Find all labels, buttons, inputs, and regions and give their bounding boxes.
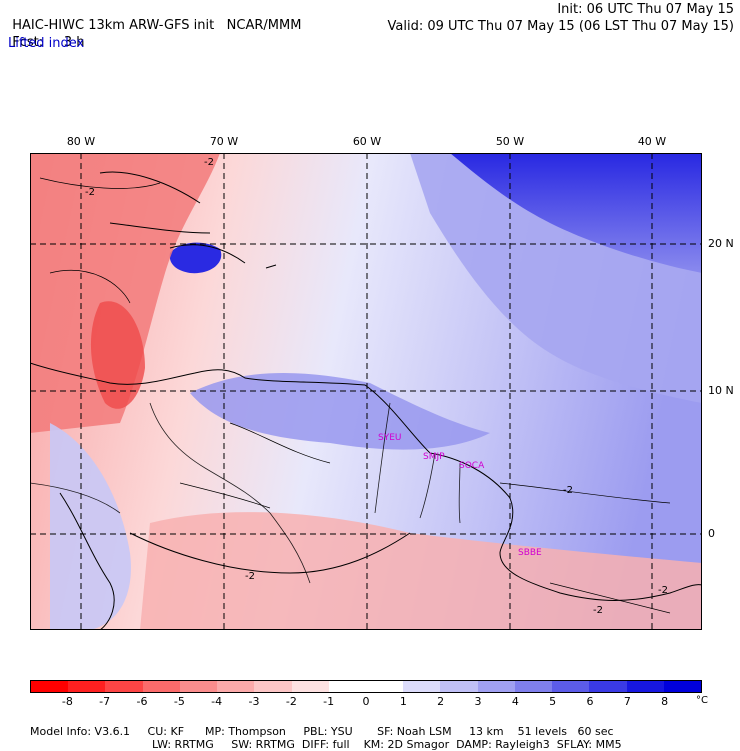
valid-time: Valid: 09 UTC Thu 07 May 15 (06 LST Thu … <box>387 19 735 34</box>
org-text: NCAR/MMM <box>226 18 302 33</box>
lat-lon-grid <box>30 153 702 630</box>
init-time: Init: 06 UTC Thu 07 May 15 <box>557 2 734 17</box>
map-frame <box>30 153 702 630</box>
colorbar-label: 7 <box>623 695 631 708</box>
colorbar-label: 1 <box>399 695 407 708</box>
station-label: SMJP <box>423 452 445 462</box>
unstable-region <box>30 153 220 433</box>
station-label: SYEU <box>378 433 401 443</box>
colorbar-cell <box>105 681 143 692</box>
contour-label: -2 <box>245 571 255 582</box>
colorbar-cell <box>477 681 515 692</box>
model-info-item: 60 sec <box>577 725 614 738</box>
forecast-hour: Fcst: 3 h <box>4 19 84 51</box>
colorbar-cell <box>403 681 441 692</box>
colorbar-cell <box>68 681 106 692</box>
colorbar-label: 4 <box>511 695 519 708</box>
borders <box>30 402 461 584</box>
fcst-label: Fcst: <box>12 35 44 50</box>
colorbar-cell <box>254 681 292 692</box>
colorbar-cell <box>31 681 69 692</box>
model-info-item: SF: Noah LSM <box>377 725 452 738</box>
colorbar-label: -1 <box>323 695 335 708</box>
station-group: SYEU SMJP SOCA SBBE <box>378 433 542 558</box>
model-info-item: 13 km <box>469 725 504 738</box>
colorbar-label: -8 <box>61 695 73 708</box>
contour-label: -2 <box>85 187 95 198</box>
lat-label: 10 N <box>708 384 734 397</box>
model-info-item: PBL: YSU <box>303 725 353 738</box>
unstable-south <box>140 512 702 630</box>
colorbar-label: 5 <box>549 695 557 708</box>
colorbar-cell <box>365 681 404 692</box>
colorbar-label: 8 <box>661 695 669 708</box>
contour-lines <box>39 177 671 614</box>
contour-label: -2 <box>593 605 603 616</box>
colorbar-cell <box>514 681 553 692</box>
colorbar-label: 3 <box>474 695 482 708</box>
lon-label: 80 W <box>66 135 96 148</box>
stable-core <box>450 153 702 273</box>
stable-band <box>190 373 490 450</box>
lifted-index-map: -2 -2 -2 -2 -2 -2 SYEU SMJP SOCA SBBE <box>30 153 702 630</box>
colorbar-cell <box>589 681 627 692</box>
coastlines <box>30 171 702 630</box>
colorbar-cell <box>663 681 701 692</box>
field-name: Lifted index <box>8 36 85 51</box>
lat-label: 0 <box>708 527 715 540</box>
model-title-text: HAIC-HIWC 13km ARW-GFS init <box>12 18 215 33</box>
colorbar-label: -2 <box>285 695 297 708</box>
station-label: SOCA <box>459 461 485 471</box>
contour-label: -2 <box>563 485 573 496</box>
model-info-item: 51 levels <box>517 725 568 738</box>
colorbar-label: -6 <box>136 695 148 708</box>
fcst-value: 3 h <box>63 35 85 50</box>
model-title: HAIC-HIWC 13km ARW-GFS init NCAR/MMM <box>4 2 301 34</box>
colorbar-cell <box>217 681 255 692</box>
lon-label: 50 W <box>495 135 525 148</box>
colorbar-label: -5 <box>173 695 185 708</box>
lon-label: 60 W <box>352 135 382 148</box>
colorbar-cell <box>440 681 478 692</box>
colorbar-label: -3 <box>248 695 260 708</box>
lon-label: 40 W <box>637 135 667 148</box>
model-info-item: CU: KF <box>147 725 185 738</box>
colorbar-cell <box>179 681 218 692</box>
interior-patch <box>50 423 131 630</box>
lat-label: 20 N <box>708 237 734 250</box>
model-info-line2: LW: RRTMG SW: RRTMG DIFF: full KM: 2D Sm… <box>152 725 622 751</box>
colorbar <box>30 680 702 693</box>
colorbar-label: 6 <box>586 695 594 708</box>
contour-label: -2 <box>658 585 668 596</box>
colorbar-label: 2 <box>437 695 445 708</box>
colorbar-cell <box>328 681 366 692</box>
station-label: SBBE <box>518 548 542 558</box>
contour-label-group: -2 -2 -2 -2 -2 -2 <box>85 157 668 616</box>
colorbar-cell <box>552 681 590 692</box>
stable-spot <box>169 242 222 274</box>
colorbar-cell <box>142 681 180 692</box>
colorbar-unit: °C <box>696 695 708 706</box>
lon-label: 70 W <box>209 135 239 148</box>
contour-label: -2 <box>204 157 214 168</box>
colorbar-cell <box>291 681 329 692</box>
colorbar-cell <box>626 681 664 692</box>
model-info-line1: Model Info: V3.6.1 CU: KF MP: Thompson P… <box>30 712 614 738</box>
colorbar-label: -4 <box>211 695 223 708</box>
model-info-item: MP: Thompson <box>205 725 286 738</box>
colorbar-label: 0 <box>362 695 370 708</box>
colorbar-label: -7 <box>99 695 111 708</box>
model-info-item: Model Info: V3.6.1 <box>30 725 131 738</box>
